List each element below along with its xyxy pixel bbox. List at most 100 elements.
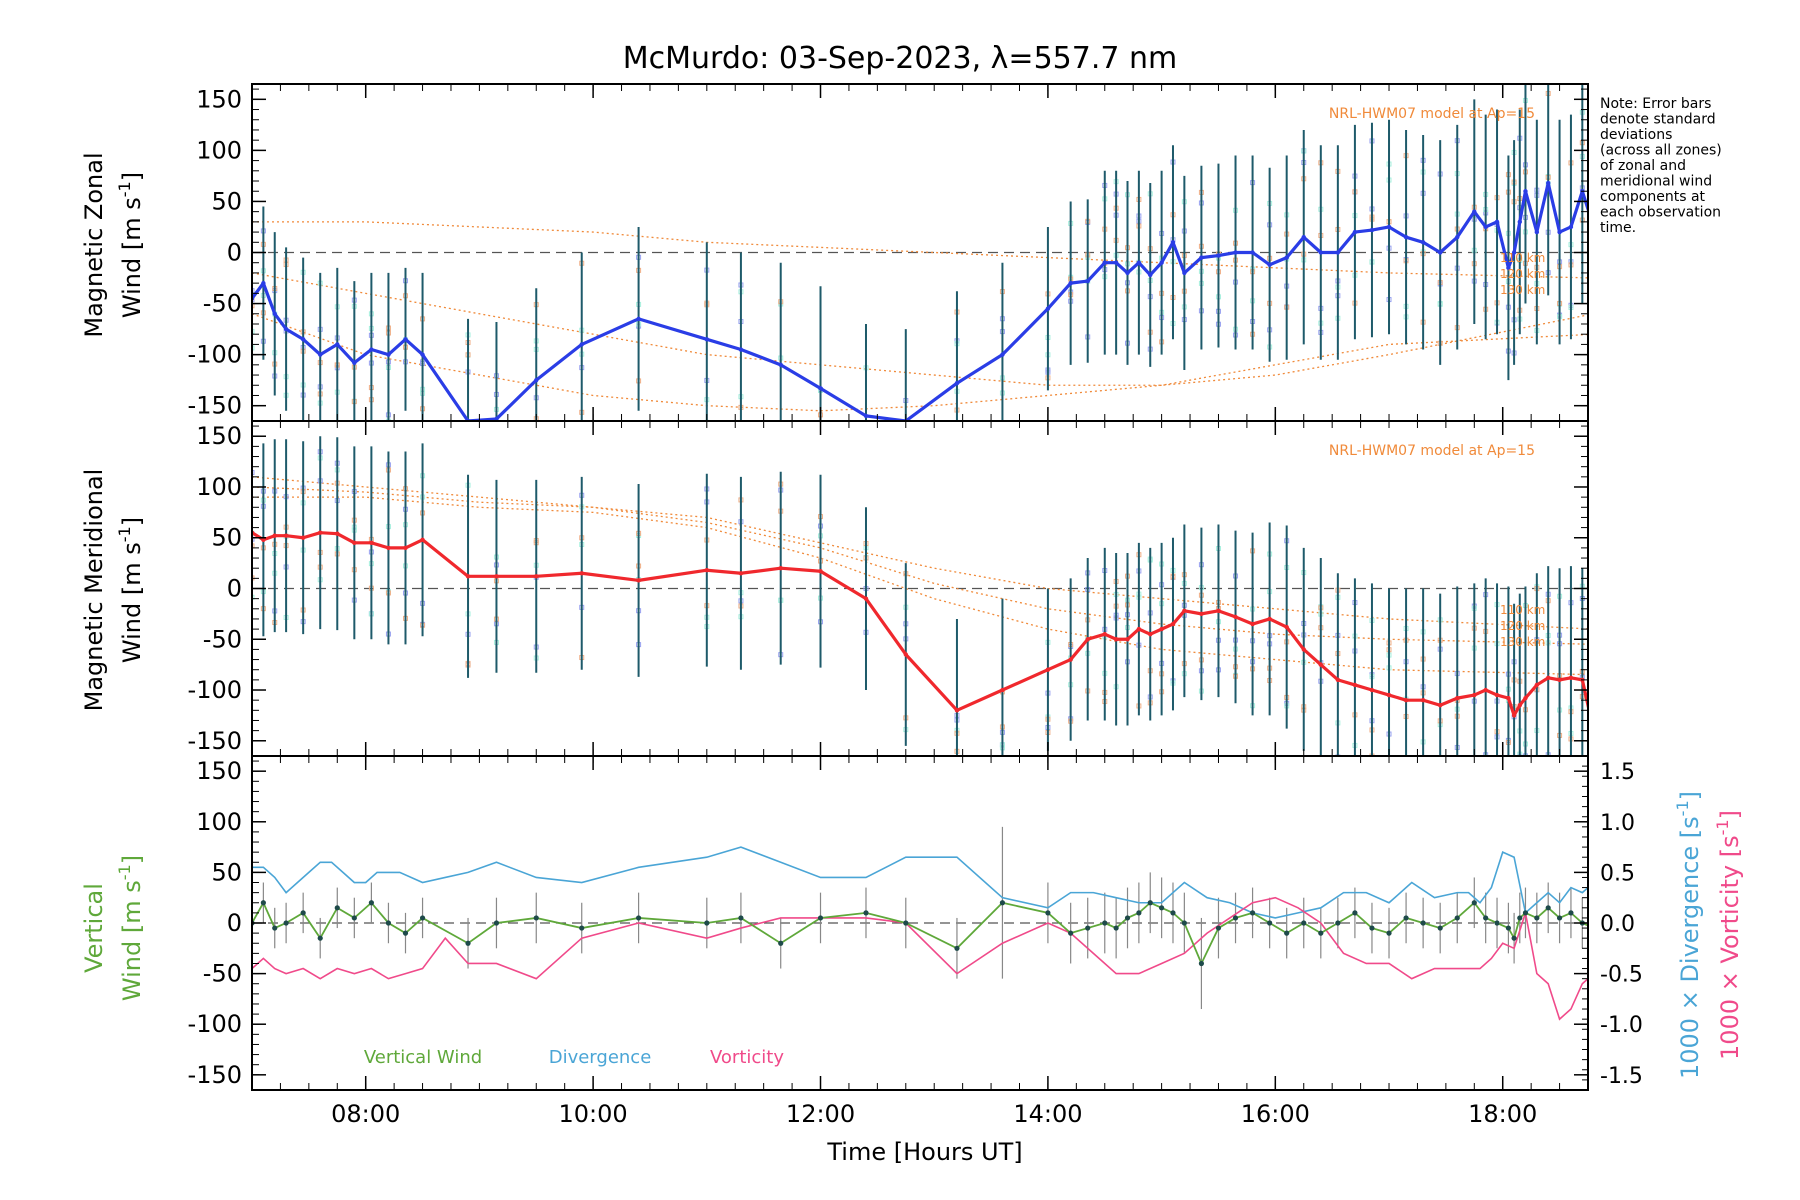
meridional-wind-point <box>863 596 869 601</box>
vorticity-ylabel: 1000 × Vorticity [s-1] <box>1713 810 1744 1060</box>
meridional-wind-point <box>1403 697 1409 703</box>
note-line-7: each observation <box>1600 205 1721 221</box>
zonal-wind-point <box>1546 180 1551 186</box>
vertical-wind-point <box>1437 925 1443 931</box>
meridional-wind-point <box>1102 631 1107 637</box>
zone-point-zonal <box>252 303 255 309</box>
right-tick-label: 0.5 <box>1600 861 1635 886</box>
zonal-wind-point <box>579 342 584 347</box>
meridional-wind-point <box>738 571 744 576</box>
vertical-wind-point <box>1045 910 1051 916</box>
zonal-wind-point <box>1523 189 1528 194</box>
vertical-wind-point <box>385 920 392 926</box>
zonal-wind-point <box>1557 229 1562 235</box>
vertical-wind-point <box>1267 920 1273 926</box>
zonal-wind-point <box>1000 352 1005 357</box>
zonal-wind-point <box>1125 270 1130 276</box>
x-tick-label: 14:00 <box>1013 1100 1082 1128</box>
vertical-wind-point <box>1085 925 1091 931</box>
meridional-wind-point <box>1301 647 1306 652</box>
vertical-wind-point <box>817 915 824 921</box>
zonal-wind-point <box>1483 224 1488 230</box>
zonal-ylabel-line1: Magnetic Zonal <box>80 152 108 337</box>
zonal-wind-point <box>1403 234 1409 240</box>
zonal-wind-point <box>1472 209 1477 214</box>
model-label-meridional: NRL-HWM07 model at Ap=15 <box>1329 443 1535 459</box>
vertical-wind-point <box>778 940 784 946</box>
vertical-ylabel-close: ] <box>118 855 146 864</box>
meridional-wind-point <box>1517 703 1522 708</box>
meridional-wind-point <box>778 565 783 571</box>
vorticity-line <box>252 896 1588 1021</box>
y-tick-label-vertical: -100 <box>188 1010 242 1038</box>
note-line-2: deviations <box>1600 127 1672 143</box>
vertical-wind-point <box>1511 935 1517 941</box>
vertical-wind-point <box>1556 915 1563 921</box>
meridional-ylabel-line1: Magnetic Meridional <box>80 469 108 712</box>
zonal-wind-point <box>1494 219 1500 225</box>
zone-point-meridional <box>252 470 255 476</box>
vertical-wind-point <box>635 915 642 921</box>
meridional-wind-point <box>1233 614 1238 620</box>
meridional-ylabel-sup: -1 <box>115 526 134 542</box>
meridional-wind-point <box>1148 631 1153 637</box>
meridional-wind-point <box>1136 626 1142 632</box>
x-tick-label: 18:00 <box>1468 1100 1537 1128</box>
zone-point-meridional <box>252 543 255 549</box>
panel-vertical: Vertical Wind Divergence Vorticity -1.5 -1.0… <box>188 755 1643 1128</box>
divergence-line <box>252 846 1588 919</box>
vertical-wind-point <box>1301 920 1307 926</box>
meridional-wind-point <box>420 537 425 542</box>
zonal-wind-point <box>1437 250 1443 255</box>
zonal-wind-point <box>636 316 641 322</box>
meridional-wind-point <box>283 533 289 538</box>
right-tick-label: -1.0 <box>1600 1013 1643 1038</box>
zonal-wind-point <box>369 347 374 352</box>
vertical-wind-point <box>1249 910 1256 916</box>
meridional-wind-point <box>1568 675 1574 681</box>
meridional-wind-point <box>1284 624 1289 630</box>
note-line-3: (across all zones) <box>1600 143 1722 159</box>
zonal-wind-point <box>1420 240 1426 245</box>
meridional-wind-point <box>1483 687 1488 693</box>
zonal-wind-point <box>1369 227 1375 233</box>
model-curve-meridional-2 <box>252 496 1588 676</box>
model-height-meridional-0: 110 km <box>1500 603 1545 617</box>
meridional-ylabel-line2: Wind [m s-1] <box>115 517 146 663</box>
vertical-wind-point <box>1232 915 1239 921</box>
note-line-6: components at <box>1600 189 1706 205</box>
note-line-8: time. <box>1600 220 1636 236</box>
meridional-wind-point <box>386 545 391 551</box>
zonal-wind-point <box>1159 260 1164 265</box>
zonal-wind-point <box>1250 250 1255 255</box>
meridional-wind-point <box>300 535 306 540</box>
vorticity-ylabel-close: ] <box>1716 810 1744 819</box>
vertical-wind-point <box>283 920 289 926</box>
vertical-ylabel-sup: -1 <box>115 864 134 880</box>
zonal-ylabel-line2: Wind [m s-1] <box>115 172 146 318</box>
meridional-wind-point <box>1506 695 1511 701</box>
y-tick-label-meridional: 100 <box>196 473 242 501</box>
zone-point-zonal <box>252 328 255 334</box>
vertical-wind-point <box>317 935 323 941</box>
zone-point-zonal <box>252 345 255 351</box>
vertical-wind-point <box>351 915 357 921</box>
vertical-wind-point <box>1403 915 1409 921</box>
vertical-wind-point <box>300 910 306 916</box>
meridional-wind-point <box>1170 621 1176 627</box>
meridional-wind-point <box>579 571 584 576</box>
vertical-wind-point <box>1136 910 1142 916</box>
y-tick-label-vertical: -50 <box>203 960 242 988</box>
right-tick-label: 1.0 <box>1600 811 1635 836</box>
meridional-wind-point <box>1113 637 1119 642</box>
y-tick-label-meridional: -100 <box>188 676 242 704</box>
zonal-wind-point <box>1148 272 1153 278</box>
vertical-wind-point <box>1420 920 1426 926</box>
meridional-wind-point <box>1546 675 1551 681</box>
y-tick-label-meridional: 0 <box>227 575 242 603</box>
zonal-wind-point <box>1534 229 1540 235</box>
zonal-wind-point <box>420 352 425 357</box>
zonal-wind-point <box>1517 219 1522 225</box>
model-curve-zonal-0 <box>252 221 1588 279</box>
